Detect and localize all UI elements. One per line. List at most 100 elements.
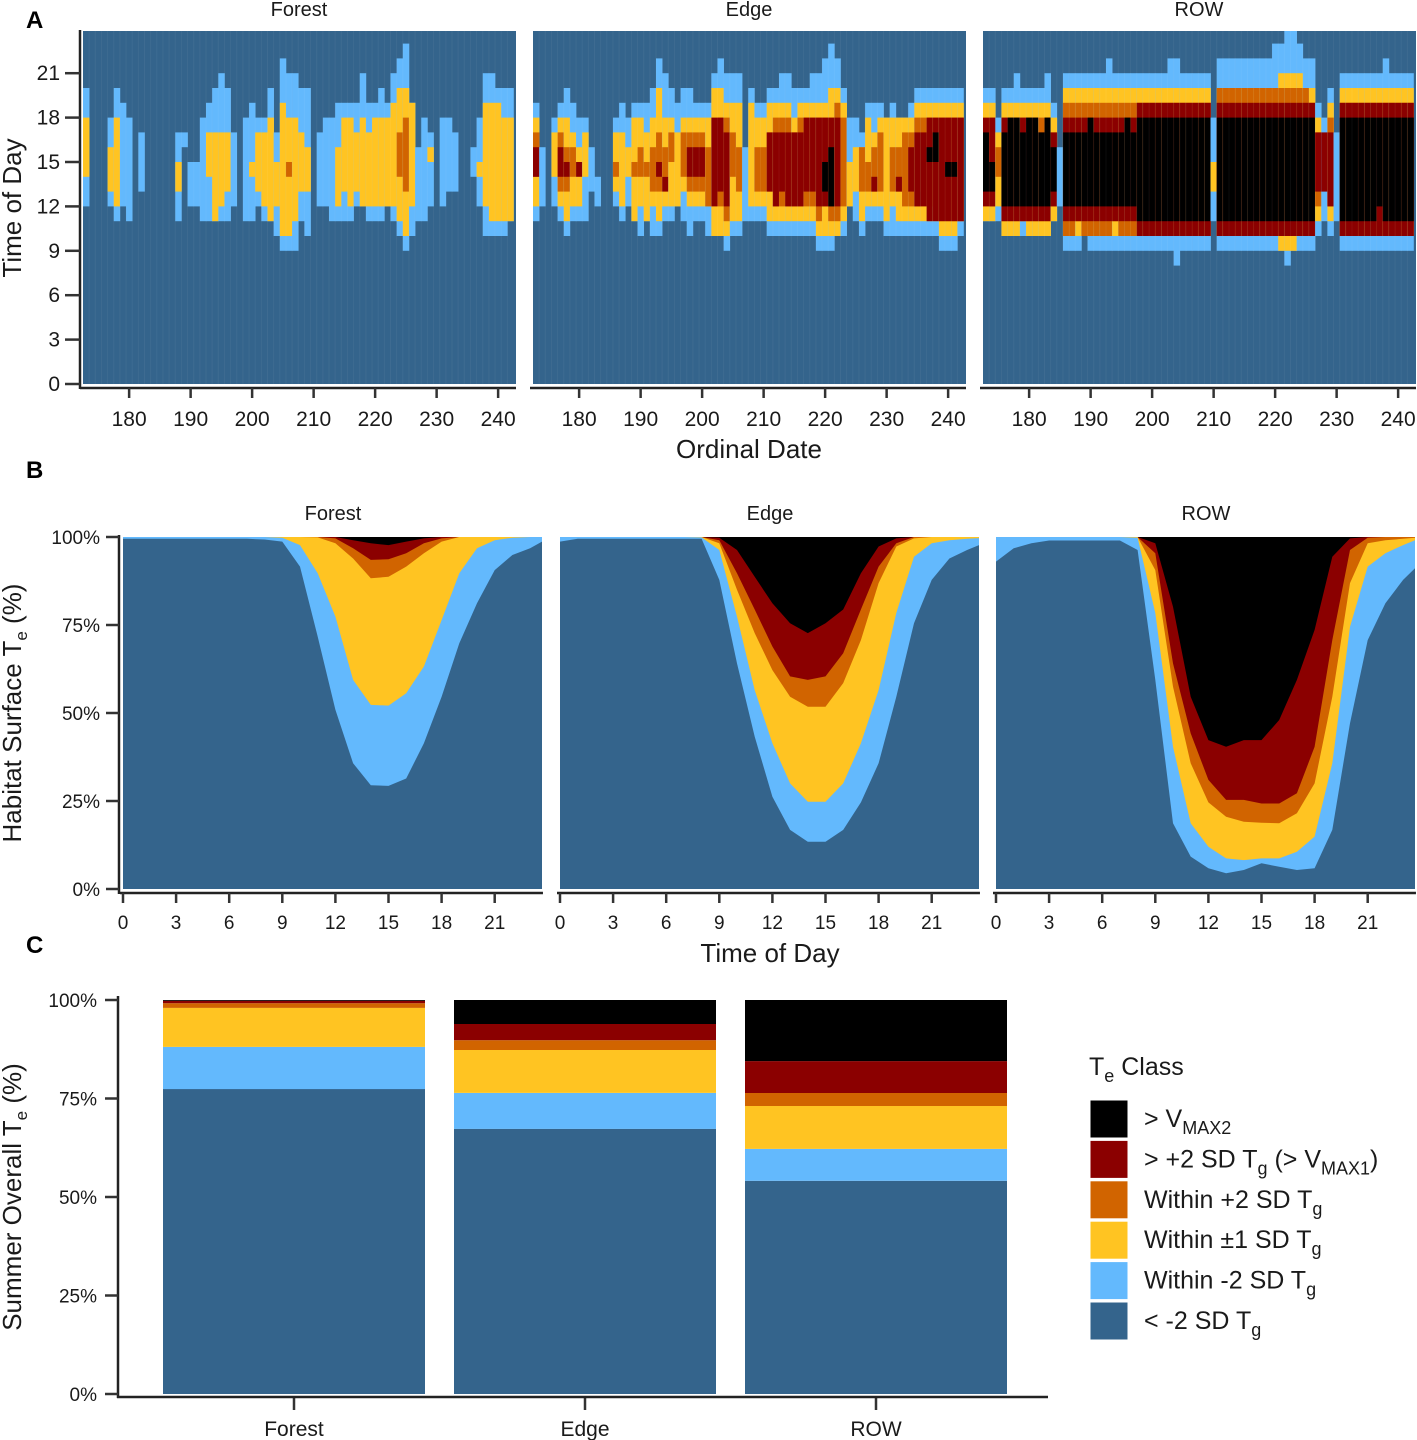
- legend-label-part: < -2 SD T: [1144, 1307, 1251, 1335]
- heatmap-cell: [908, 147, 915, 192]
- heatmap-cell: [902, 132, 909, 207]
- heatmap-cell: [533, 147, 540, 177]
- heatmap-cell: [932, 132, 940, 162]
- label-part: (%): [0, 1063, 27, 1111]
- heatmap-cell: [563, 162, 571, 177]
- heatmap-cell: [576, 162, 583, 177]
- area-class-0: [123, 538, 542, 889]
- heatmap-cell: [372, 117, 379, 207]
- heatmap-cell: [488, 102, 496, 222]
- heatmap-cell: [1278, 117, 1285, 222]
- legend-swatch-class-1: [1089, 1261, 1129, 1301]
- legend-label: < -2 SD Tg: [1144, 1307, 1261, 1340]
- bar-segment-edge-class-1: [454, 1093, 716, 1129]
- heatmap-cell: [242, 117, 250, 222]
- heatmap-facet-row: ROW 180 190 200 210 220 230 240: [980, 0, 1416, 431]
- heatmap-cell: [649, 147, 657, 192]
- heatmap-cell: [852, 147, 860, 192]
- heatmap-cell: [871, 176, 878, 192]
- legend-label-subscript: g: [1312, 1199, 1322, 1219]
- panel-label-a: A: [26, 7, 43, 34]
- x-tick-label: 200: [1135, 408, 1170, 431]
- legend-title-subscript: e: [1104, 1066, 1114, 1086]
- heatmap-cell: [815, 117, 823, 207]
- x-tick-label: 190: [1073, 408, 1108, 431]
- panel-label-c: C: [26, 932, 43, 959]
- x-tick-label: 0: [555, 913, 566, 934]
- bar-segment-edge-class-0: [454, 1128, 716, 1394]
- bar-segment-forest-class-2: [163, 1007, 425, 1047]
- heatmap-cell: [828, 147, 835, 207]
- legend-label-part: Within +2 SD T: [1144, 1186, 1312, 1214]
- heatmap-cell: [858, 147, 866, 192]
- bar-segment-edge-class-5: [454, 1000, 716, 1024]
- heatmap-cell: [285, 162, 293, 177]
- legend-label-part: (> V: [1268, 1145, 1322, 1173]
- x-tick-label: 210: [296, 408, 331, 431]
- y-tick-label: 0%: [70, 1385, 98, 1406]
- heatmap-cell: [1321, 132, 1328, 192]
- heatmap-cell: [1112, 132, 1119, 207]
- heatmap-cell: [557, 147, 565, 177]
- y-tick-label: 50%: [59, 1188, 97, 1209]
- x-tick-label: 12: [762, 913, 783, 934]
- heatmap-cell: [212, 132, 219, 222]
- area-facet-row: ROW 0 3 6 9 12 15 18 21: [991, 503, 1416, 934]
- bar-segment-edge-class-2: [454, 1050, 716, 1093]
- bar-segment-forest-class-0: [163, 1089, 425, 1394]
- heatmap-cell: [1038, 132, 1045, 207]
- x-tick-label: 230: [1319, 408, 1354, 431]
- legend-label: Within +2 SD Tg: [1144, 1186, 1322, 1219]
- heatmap-cell: [347, 117, 354, 207]
- heatmap-cell: [187, 162, 194, 207]
- heatmap-cell: [932, 117, 940, 222]
- heatmap-cell: [470, 147, 477, 177]
- heatmap-cell: [883, 117, 890, 222]
- heatmap-cell: [1339, 117, 1347, 222]
- x-tick-label: 240: [1381, 408, 1416, 431]
- heatmap-cell: [865, 162, 872, 192]
- heatmap-cell: [686, 147, 694, 177]
- heatmap-cell: [322, 117, 330, 207]
- x-tick-label: 3: [171, 913, 182, 934]
- heatmap-cell: [1333, 132, 1340, 222]
- heatmap-cell: [224, 132, 231, 192]
- legend-label: Within -2 SD Tg: [1144, 1267, 1316, 1300]
- legend-label: > VMAX2: [1144, 1105, 1231, 1138]
- x-tick-label: 180: [112, 408, 147, 431]
- y-tick-label: 12: [37, 195, 60, 218]
- heatmap-cell: [359, 117, 367, 207]
- heatmap-cell: [951, 162, 958, 177]
- x-tick-label: 9: [1150, 913, 1161, 934]
- legend-label-part: > +2 SD T: [1144, 1145, 1258, 1173]
- heatmap-cell: [1198, 117, 1205, 222]
- y-tick-label: 100%: [51, 528, 100, 549]
- heatmap-cell: [989, 162, 996, 192]
- legend-swatch-class-5: [1089, 1099, 1129, 1139]
- x-tick-label: 220: [358, 408, 393, 431]
- heatmap-cell: [748, 102, 755, 207]
- heatmap-cell: [365, 132, 373, 207]
- y-tick-label: 15: [37, 151, 60, 174]
- heatmap-cell: [1075, 132, 1082, 207]
- heatmap-cell: [723, 132, 731, 207]
- legend-title-part: T: [1089, 1053, 1104, 1081]
- heatmap-cell: [631, 162, 638, 177]
- heatmap-cell: [551, 132, 558, 177]
- heatmap-cell: [1290, 117, 1297, 222]
- facet-title: Forest: [271, 0, 328, 21]
- heatmap-cell: [1345, 117, 1353, 222]
- heatmap-cell: [1056, 147, 1064, 207]
- heatmap-cell: [396, 132, 404, 177]
- legend-swatch-class-0: [1089, 1301, 1129, 1341]
- facet-title: ROW: [1175, 0, 1224, 21]
- panel-label-b: B: [26, 457, 43, 484]
- heatmap-cell: [1179, 117, 1187, 222]
- heatmap-cell: [1229, 117, 1236, 222]
- x-tick-label: 15: [378, 913, 399, 934]
- heatmap-cell: [569, 147, 577, 177]
- heatmap-cell: [871, 147, 878, 192]
- heatmap-cell: [668, 132, 675, 162]
- bar-segment-row-class-1: [745, 1148, 1007, 1181]
- bar-segment-row-class-4: [745, 1061, 1007, 1093]
